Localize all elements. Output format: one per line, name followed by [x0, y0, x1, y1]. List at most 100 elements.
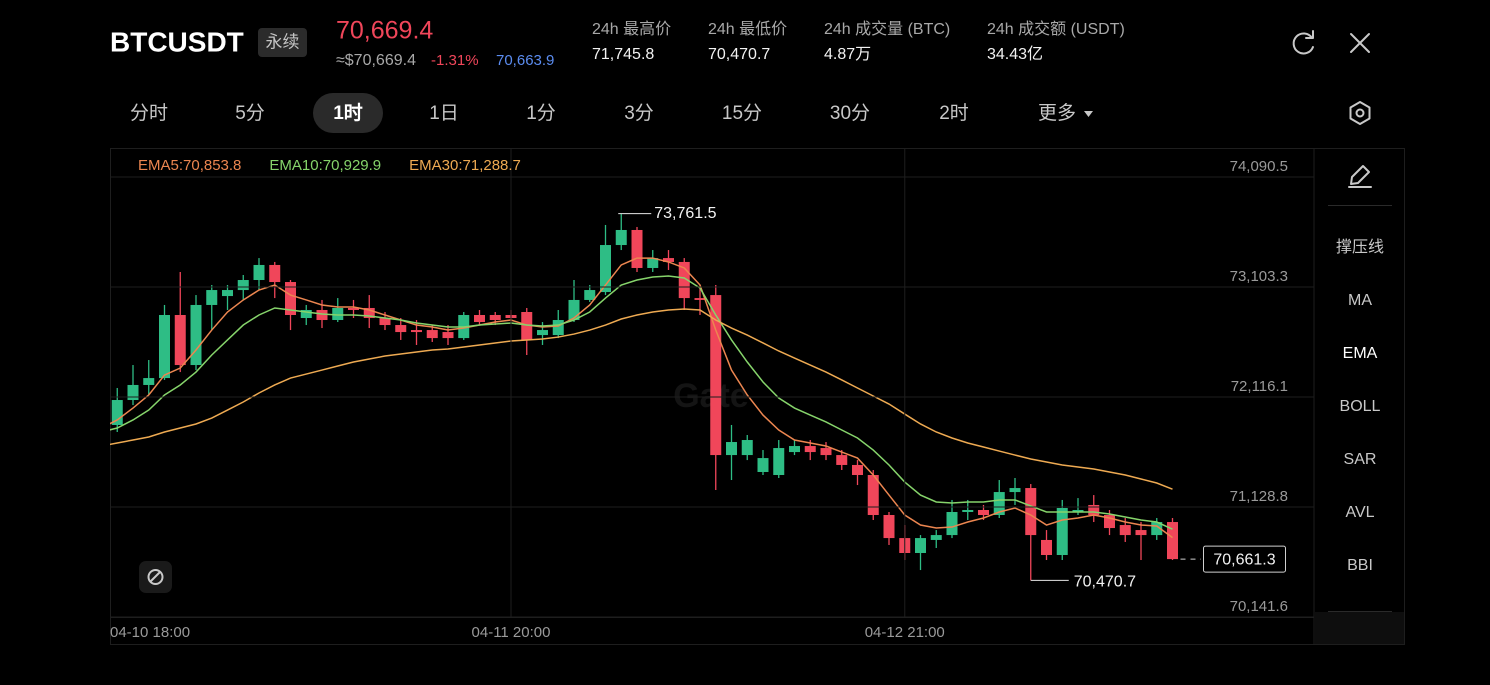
candle-body — [820, 448, 832, 456]
candle-body — [804, 446, 816, 453]
candle-body — [789, 446, 800, 453]
stat-label: 24h 成交量 (BTC) — [824, 20, 950, 38]
period-tab[interactable]: 3分 — [624, 102, 654, 124]
candle-body — [363, 307, 375, 319]
candle-body — [946, 511, 958, 536]
y-tick-label: 70,141.6 — [1230, 598, 1288, 615]
candle-body — [1025, 488, 1037, 536]
candle-body — [647, 258, 659, 268]
candle-body — [757, 458, 769, 472]
candle-body — [1041, 539, 1052, 556]
candle-body — [1009, 488, 1021, 493]
ema-line — [110, 275, 1173, 530]
candle-body — [663, 258, 674, 262]
indicator-tool[interactable]: MA — [1348, 292, 1372, 309]
stat-value: 4.87万 — [824, 46, 871, 63]
y-tick-label: 73,103.3 — [1230, 268, 1288, 285]
candle-body — [552, 320, 564, 336]
candle-body — [1167, 522, 1178, 560]
candle-body — [694, 298, 706, 300]
candle-body — [285, 282, 296, 316]
stat-label: 24h 成交额 (USDT) — [987, 20, 1125, 38]
stat-label: 24h 最高价 — [592, 20, 671, 38]
candle-body — [253, 264, 265, 281]
fullscreen-button[interactable] — [139, 561, 172, 593]
min-label: 70,470.7 — [1074, 574, 1136, 591]
toolbar-footer — [1315, 612, 1404, 644]
x-tick-label: 04-12 21:00 — [865, 624, 945, 641]
ema-line — [110, 257, 1173, 539]
candle-body — [993, 492, 1005, 516]
candle-body — [1119, 525, 1131, 536]
y-tick-label: 72,116.1 — [1231, 378, 1288, 395]
refresh-button[interactable] — [1292, 30, 1314, 55]
close-button[interactable] — [1350, 33, 1370, 53]
settings-button[interactable] — [1349, 101, 1371, 125]
candle-body — [867, 475, 879, 516]
indicator-tool[interactable]: BOLL — [1340, 398, 1381, 415]
candle-body — [678, 261, 690, 299]
candle-body — [127, 384, 139, 401]
legend-entry: EMA10:70,929.9 — [269, 157, 381, 174]
candle-body — [615, 229, 627, 246]
candle-body — [962, 509, 974, 512]
period-tab[interactable]: 2时 — [939, 102, 969, 124]
candle-body — [631, 229, 643, 268]
period-tab[interactable]: 30分 — [830, 102, 870, 124]
period-tab[interactable]: 1分 — [526, 102, 556, 124]
indicator-tool[interactable]: SAR — [1344, 451, 1377, 468]
candle-body — [1151, 522, 1163, 536]
ema-line — [110, 308, 1173, 490]
indicator-tool[interactable]: BBI — [1347, 557, 1373, 574]
change: -1.31% — [431, 52, 479, 69]
candle-body — [300, 309, 312, 319]
candle-body — [442, 332, 454, 339]
stat-value: 34.43亿 — [987, 45, 1043, 63]
candle-body — [584, 290, 596, 300]
indicator-tool[interactable]: AVL — [1345, 504, 1374, 521]
candle-body — [332, 307, 344, 321]
period-tab[interactable]: 1时 — [333, 102, 363, 124]
candle-body — [474, 315, 485, 323]
approx-price: ≈$70,669.4 — [336, 52, 416, 69]
indicator-tool[interactable]: 撑压线 — [1336, 238, 1384, 256]
stat-label: 24h 最低价 — [708, 20, 787, 38]
last-price-label: 70,661.3 — [1213, 551, 1275, 568]
candle-body — [978, 509, 989, 516]
dropdown-arrow — [1084, 111, 1093, 117]
max-label: 73,761.5 — [654, 205, 716, 222]
candle-body — [930, 535, 942, 540]
legend-entry: EMA30:71,288.7 — [409, 157, 521, 174]
draw-tool-button[interactable] — [1348, 165, 1372, 188]
candle-body — [379, 318, 391, 326]
indicator-tool[interactable]: EMA — [1343, 345, 1378, 362]
candle-body — [852, 464, 863, 476]
last-price: 70,669.4 — [336, 17, 433, 45]
candle-body — [411, 330, 422, 333]
candle-body — [269, 264, 281, 283]
legend-entry: EMA5:70,853.8 — [138, 157, 241, 174]
candle-body — [521, 311, 533, 340]
mark-price: 70,663.9 — [496, 52, 554, 69]
period-tab[interactable]: 5分 — [235, 102, 265, 124]
candle-body — [395, 325, 407, 333]
y-tick-label: 71,128.8 — [1230, 488, 1288, 505]
candle-body — [316, 309, 328, 321]
candle-body — [1072, 509, 1084, 512]
candle-body — [174, 315, 186, 366]
active-tab-bg — [313, 93, 383, 133]
candle-body — [773, 448, 785, 476]
period-tab[interactable]: 分时 — [130, 102, 168, 124]
period-tab[interactable]: 更多 — [1038, 102, 1076, 124]
y-tick-label: 74,090.5 — [1230, 158, 1288, 175]
candle-body — [96, 420, 107, 435]
period-tab[interactable]: 15分 — [722, 102, 762, 124]
period-tab[interactable]: 1日 — [429, 103, 459, 124]
candle-body — [190, 304, 202, 366]
candle-body — [1135, 530, 1147, 536]
candle-body — [568, 299, 580, 321]
candle-body — [537, 330, 548, 336]
candle-body — [710, 295, 722, 456]
stat-value: 70,470.7 — [708, 46, 770, 63]
